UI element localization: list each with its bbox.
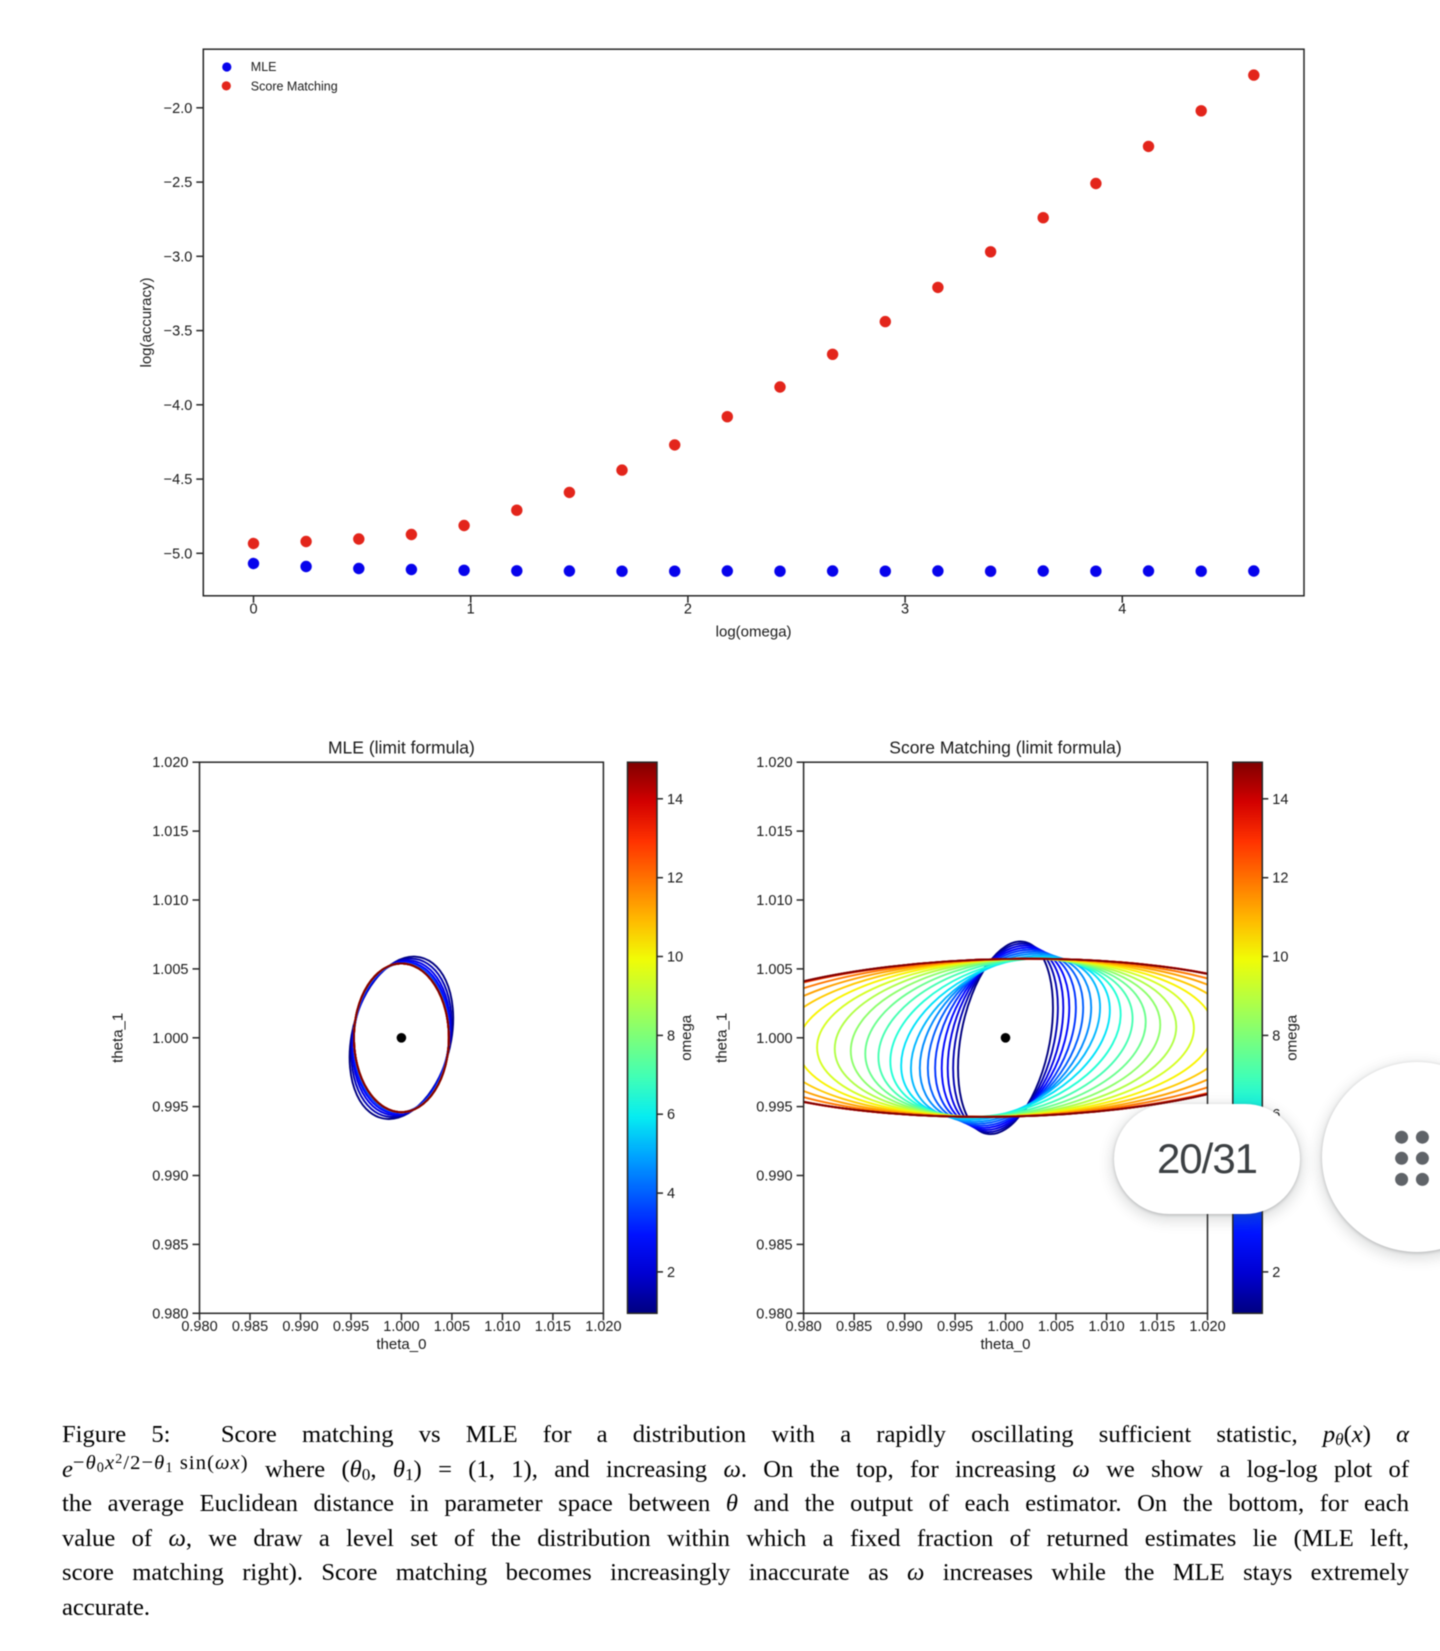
svg-text:0.995: 0.995 xyxy=(152,1100,188,1116)
svg-text:1.020: 1.020 xyxy=(1189,1319,1225,1335)
svg-text:−2.5: −2.5 xyxy=(164,175,193,191)
svg-text:0.995: 0.995 xyxy=(756,1100,792,1116)
svg-text:0.980: 0.980 xyxy=(785,1319,821,1335)
svg-text:1.005: 1.005 xyxy=(756,962,792,978)
svg-text:−2.0: −2.0 xyxy=(164,101,193,117)
svg-text:0.995: 0.995 xyxy=(937,1319,973,1335)
svg-text:−4.5: −4.5 xyxy=(164,472,193,488)
svg-text:1.005: 1.005 xyxy=(152,962,188,978)
svg-text:10: 10 xyxy=(667,950,683,966)
svg-text:0.990: 0.990 xyxy=(886,1319,922,1335)
svg-text:0.985: 0.985 xyxy=(836,1319,872,1335)
svg-text:1.015: 1.015 xyxy=(1139,1319,1175,1335)
svg-text:1.000: 1.000 xyxy=(383,1319,419,1335)
svg-text:omega: omega xyxy=(678,1014,695,1061)
svg-text:MLE: MLE xyxy=(251,60,277,74)
svg-text:−3.5: −3.5 xyxy=(164,324,193,340)
svg-text:0.995: 0.995 xyxy=(333,1319,369,1335)
svg-text:2: 2 xyxy=(684,602,692,618)
svg-text:14: 14 xyxy=(1272,792,1288,808)
svg-text:12: 12 xyxy=(667,871,683,887)
svg-text:theta_0: theta_0 xyxy=(376,1336,426,1353)
svg-text:1: 1 xyxy=(467,602,475,618)
svg-text:0.980: 0.980 xyxy=(181,1319,217,1335)
svg-text:−4.0: −4.0 xyxy=(164,398,193,414)
svg-text:Score Matching (limit formula): Score Matching (limit formula) xyxy=(889,738,1121,758)
svg-text:10: 10 xyxy=(1272,950,1288,966)
svg-text:1.010: 1.010 xyxy=(484,1319,520,1335)
svg-text:1.000: 1.000 xyxy=(987,1319,1023,1335)
svg-text:1.010: 1.010 xyxy=(152,893,188,909)
svg-text:0.990: 0.990 xyxy=(282,1319,318,1335)
svg-text:6: 6 xyxy=(667,1107,675,1123)
svg-text:0: 0 xyxy=(249,602,257,618)
svg-text:0.985: 0.985 xyxy=(756,1237,792,1253)
svg-text:1.015: 1.015 xyxy=(756,824,792,840)
svg-text:1.000: 1.000 xyxy=(756,1031,792,1047)
svg-text:1.010: 1.010 xyxy=(756,893,792,909)
svg-text:theta_1: theta_1 xyxy=(110,1013,127,1063)
svg-text:12: 12 xyxy=(1272,871,1288,887)
svg-text:1.005: 1.005 xyxy=(434,1319,470,1335)
svg-text:3: 3 xyxy=(901,602,909,618)
svg-text:8: 8 xyxy=(667,1028,675,1044)
svg-text:4: 4 xyxy=(1118,602,1126,618)
svg-text:2: 2 xyxy=(667,1265,675,1281)
svg-text:0.990: 0.990 xyxy=(152,1169,188,1185)
svg-text:1.020: 1.020 xyxy=(152,755,188,771)
svg-text:1.005: 1.005 xyxy=(1038,1319,1074,1335)
svg-text:−3.0: −3.0 xyxy=(164,249,193,265)
svg-text:1.020: 1.020 xyxy=(585,1319,621,1335)
svg-text:2: 2 xyxy=(1272,1265,1280,1281)
svg-text:theta_0: theta_0 xyxy=(980,1336,1030,1353)
svg-text:log(omega): log(omega) xyxy=(716,624,792,641)
svg-text:1.020: 1.020 xyxy=(756,755,792,771)
svg-text:0.990: 0.990 xyxy=(756,1169,792,1185)
svg-text:1.015: 1.015 xyxy=(152,824,188,840)
svg-text:1.000: 1.000 xyxy=(152,1031,188,1047)
svg-text:4: 4 xyxy=(667,1186,675,1202)
svg-text:0.985: 0.985 xyxy=(232,1319,268,1335)
svg-text:1.010: 1.010 xyxy=(1088,1319,1124,1335)
svg-text:0.985: 0.985 xyxy=(152,1237,188,1253)
svg-text:theta_1: theta_1 xyxy=(714,1013,731,1063)
svg-text:0.980: 0.980 xyxy=(756,1306,792,1322)
svg-text:0.980: 0.980 xyxy=(152,1306,188,1322)
svg-text:Score Matching: Score Matching xyxy=(251,80,338,94)
svg-text:14: 14 xyxy=(667,792,683,808)
svg-text:−5.0: −5.0 xyxy=(164,546,193,562)
svg-text:omega: omega xyxy=(1283,1014,1300,1061)
svg-text:8: 8 xyxy=(1272,1028,1280,1044)
svg-text:1.015: 1.015 xyxy=(535,1319,571,1335)
svg-text:log(accuracy): log(accuracy) xyxy=(138,277,155,367)
svg-text:MLE (limit formula): MLE (limit formula) xyxy=(328,738,475,758)
